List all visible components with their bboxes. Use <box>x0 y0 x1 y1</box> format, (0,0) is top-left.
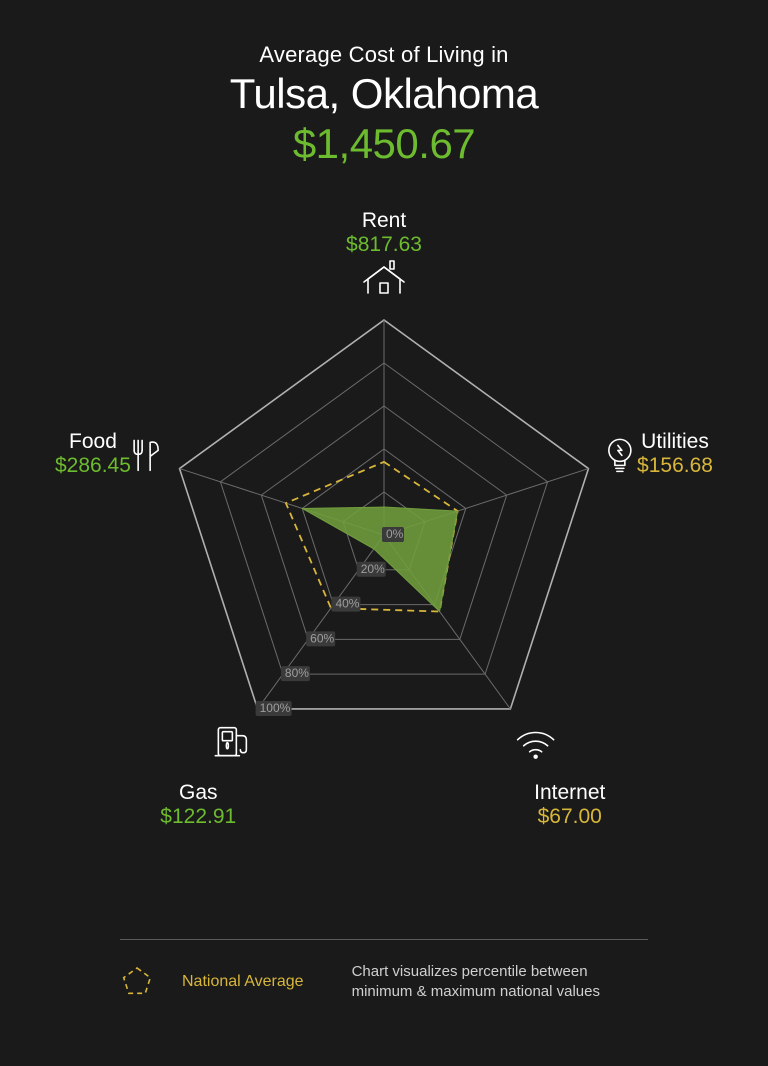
total-cost: $1,450.67 <box>0 120 768 168</box>
category-internet: Internet$67.00 <box>490 781 650 829</box>
category-value: $122.91 <box>118 805 278 829</box>
category-value: $286.45 <box>13 454 173 478</box>
house-icon <box>364 261 404 293</box>
category-name: Food <box>13 430 173 454</box>
city-name: Tulsa, Oklahoma <box>0 70 768 118</box>
pretitle: Average Cost of Living in <box>0 42 768 68</box>
footer-row: National Average Chart visualizes percen… <box>120 962 648 1003</box>
svg-text:40%: 40% <box>335 597 359 611</box>
footer: National Average Chart visualizes percen… <box>120 939 648 1003</box>
category-utilities: Utilities$156.68 <box>595 430 755 478</box>
radar-chart: 0%20%40%60%80%100% Rent$817.63Utilities$… <box>0 200 768 900</box>
wifi-icon <box>518 732 554 758</box>
gas-pump-icon <box>215 728 246 756</box>
svg-text:100%: 100% <box>260 701 291 715</box>
category-name: Utilities <box>595 430 755 454</box>
category-value: $156.68 <box>595 454 755 478</box>
footer-rule <box>120 939 648 940</box>
category-rent: Rent$817.63 <box>304 209 464 257</box>
category-name: Rent <box>304 209 464 233</box>
category-value: $67.00 <box>490 805 650 829</box>
legend-label: National Average <box>182 973 304 991</box>
category-name: Internet <box>490 781 650 805</box>
header: Average Cost of Living in Tulsa, Oklahom… <box>0 42 768 168</box>
svg-text:0%: 0% <box>386 527 404 541</box>
footer-caption-line2: minimum & maximum national values <box>352 983 600 1000</box>
page: Average Cost of Living in Tulsa, Oklahom… <box>0 0 768 1066</box>
category-gas: Gas$122.91 <box>118 781 278 829</box>
svg-text:60%: 60% <box>310 631 334 645</box>
category-name: Gas <box>118 781 278 805</box>
footer-caption: Chart visualizes percentile between mini… <box>352 962 600 1003</box>
svg-text:80%: 80% <box>285 666 309 680</box>
category-food: Food$286.45 <box>13 430 173 478</box>
category-value: $817.63 <box>304 233 464 257</box>
legend-swatch <box>120 965 154 999</box>
footer-caption-line1: Chart visualizes percentile between <box>352 963 588 980</box>
svg-text:20%: 20% <box>361 562 385 576</box>
radar-svg: 0% 20% 40% 60% 80% 100% <box>0 200 768 900</box>
